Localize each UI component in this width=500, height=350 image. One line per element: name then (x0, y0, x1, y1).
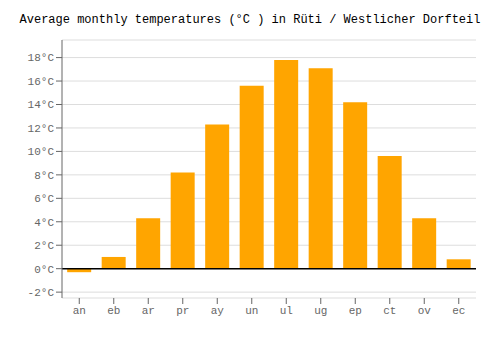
html-text:Average monthly temperatures (: Average monthly temperatures (°C ) in Rü… (19, 13, 481, 27)
svg-text:ec: ec (452, 305, 465, 317)
svg-text:14°C: 14°C (28, 99, 55, 111)
svg-text:ul: ul (280, 305, 293, 317)
svg-text:18°C: 18°C (28, 52, 55, 64)
svg-text:ar: ar (142, 305, 155, 317)
svg-text:ov: ov (418, 305, 432, 317)
svg-text:un: un (245, 305, 258, 317)
svg-text:ct: ct (383, 305, 396, 317)
svg-text:pr: pr (176, 305, 189, 317)
svg-text:6°C: 6°C (34, 193, 54, 205)
svg-text:-2°C: -2°C (28, 287, 55, 299)
svg-text:ay: ay (211, 305, 225, 317)
svg-text:12°C: 12°C (28, 123, 55, 135)
svg-text:ep: ep (349, 305, 362, 317)
svg-text:2°C: 2°C (34, 240, 54, 252)
svg-text:16°C: 16°C (28, 76, 55, 88)
svg-text:8°C: 8°C (34, 170, 54, 182)
svg-text:4°C: 4°C (34, 217, 54, 229)
svg-text:ug: ug (314, 305, 327, 317)
svg-text:an: an (73, 305, 86, 317)
svg-text:10°C: 10°C (28, 146, 55, 158)
svg-text:eb: eb (107, 305, 120, 317)
svg-text:0°C: 0°C (34, 264, 54, 276)
